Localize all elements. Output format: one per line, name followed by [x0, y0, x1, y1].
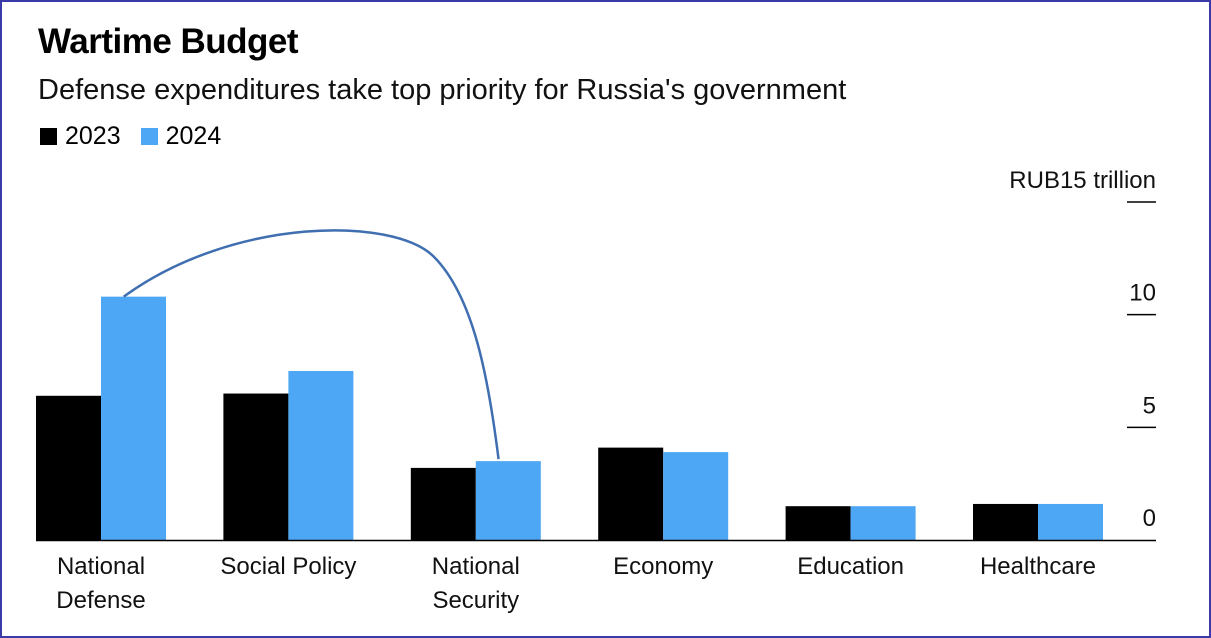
category-label-line: Social Policy [220, 553, 356, 580]
bar-2023-2 [410, 467, 476, 540]
y-tick-label-0: 0 [1143, 505, 1156, 532]
category-label-line: National [57, 553, 145, 580]
y-tick-label-10: 10 [1129, 280, 1156, 307]
category-label-0: National Defense [56, 553, 145, 614]
legend-label-2024: 2024 [165, 122, 222, 150]
chart-title: Wartime Budget [38, 22, 299, 61]
y-tick-label-5: 5 [1143, 392, 1156, 419]
category-label-3: Economy [613, 553, 713, 580]
bar-2023-4 [785, 506, 851, 540]
category-label-line: Education [797, 553, 904, 580]
category-label-line: Economy [613, 553, 713, 580]
category-label-line: Security [432, 587, 519, 614]
y-tick-label-15: RUB15 trillion [1009, 167, 1156, 194]
bar-2023-1 [223, 393, 289, 540]
category-label-line: National [432, 553, 520, 580]
bar-2023-0 [36, 395, 101, 540]
legend-swatch-2024 [140, 128, 158, 145]
legend: 2023 2024 [40, 122, 221, 151]
bar-2024-5 [1038, 503, 1103, 540]
bar-2024-1 [288, 371, 354, 540]
chart-subtitle: Defense expenditures take top priority f… [38, 74, 847, 106]
bar-2024-3 [663, 452, 729, 540]
legend-swatch-2023 [40, 128, 57, 145]
category-label-2: National Security [432, 553, 520, 614]
category-label-line: Defense [56, 587, 145, 614]
annotation-arc [123, 229, 500, 460]
legend-item-2024: 2024 [140, 122, 222, 151]
bar-2024-2 [475, 461, 541, 540]
bar-2024-4 [850, 506, 916, 540]
legend-label-2023: 2023 [65, 122, 121, 150]
bar-2023-5 [973, 503, 1038, 540]
category-label-line: Healthcare [980, 553, 1096, 580]
category-label-5: Healthcare [980, 553, 1096, 580]
legend-item-2023: 2023 [40, 122, 121, 151]
category-label-1: Social Policy [220, 553, 356, 580]
bar-2024-0 [101, 296, 166, 540]
bar-2023-3 [598, 447, 664, 540]
category-label-4: Education [797, 553, 904, 580]
